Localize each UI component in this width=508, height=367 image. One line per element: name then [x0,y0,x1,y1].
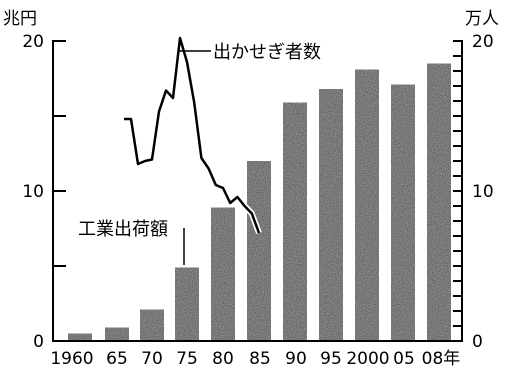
bar-80 [211,207,235,341]
bar-08年 [427,63,451,341]
x-label-2000: 2000 [346,349,389,367]
bar-90 [283,102,307,341]
left-axis-unit: 兆円 [3,9,37,29]
bar-2000 [355,69,379,341]
line-group [124,35,262,235]
bar-95 [319,89,343,341]
right-tick-label-10: 10 [472,182,494,202]
x-label-80: 80 [212,349,234,367]
x-label-65: 65 [106,349,128,367]
x-label-75: 75 [176,349,198,367]
right-axis-unit: 万人 [465,9,499,29]
bar-75 [175,267,199,341]
x-label-95: 95 [320,349,342,367]
right-tick-label-20: 20 [472,32,494,52]
workers-line [124,36,261,234]
x-label-05: 05 [393,349,415,367]
x-label-90: 90 [285,349,307,367]
workers-line-halo [124,35,262,235]
x-label-85: 85 [249,349,271,367]
x-axis-labels: 1960 65 70 75 80 85 90 95 2000 05 08年 [50,349,460,367]
annotation-shipment: 工業出荷額 [78,219,168,240]
annotation-workers: 出かせぎ者数 [213,42,321,63]
x-label-08: 08年 [422,349,461,367]
bar-85 [247,161,271,341]
left-tick-label-0: 0 [33,332,44,352]
bar-group [68,63,451,341]
left-tick-label-20: 20 [22,32,44,52]
bar-65 [105,327,129,341]
right-axis-ticks [453,40,462,342]
x-label-1960: 1960 [50,349,93,367]
left-tick-label-10: 10 [22,182,44,202]
bar-05 [391,84,415,341]
x-label-70: 70 [141,349,163,367]
bar-1960 [68,333,92,341]
bar-70 [140,309,164,341]
right-tick-label-0: 0 [472,332,483,352]
left-axis-ticks [53,40,66,342]
